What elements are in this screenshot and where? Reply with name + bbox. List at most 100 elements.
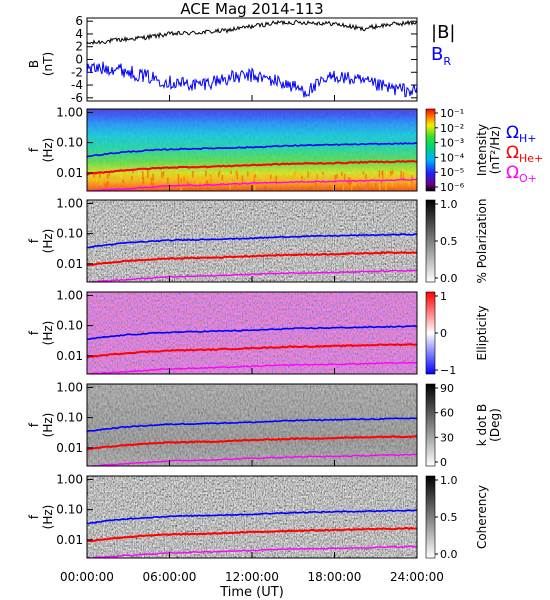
spectral-streak: [282, 175, 284, 180]
gyro-line-h: [87, 509, 417, 525]
spectral-streak: [294, 172, 297, 179]
spectral-streak: [122, 179, 124, 184]
spectral-streak: [183, 176, 185, 182]
spectral-streak: [375, 182, 377, 188]
x-tick-label: 00:00:00: [60, 570, 114, 584]
spectral-streak: [205, 170, 207, 177]
spectral-streak: [132, 169, 134, 174]
spectral-streak: [333, 184, 335, 191]
spectral-streak: [343, 173, 346, 181]
gyro-line-he: [87, 251, 417, 267]
colorbar-tick-label: 1.0: [440, 474, 458, 487]
spectral-streak: [230, 170, 232, 174]
spectral-streak: [95, 177, 97, 183]
gyrofrequency-legend: ΩH+ ΩHe+ ΩO+: [506, 123, 543, 185]
spectral-streak: [310, 186, 312, 191]
spectral-streak: [180, 185, 182, 191]
spectral-streak: [342, 185, 345, 191]
spectral-streak: [224, 176, 226, 186]
colorbar-unit: (Deg): [488, 408, 502, 442]
spectral-streak: [334, 174, 336, 183]
legend-omega-o-symbol: Ω: [506, 163, 519, 183]
spectral-streak: [381, 171, 383, 175]
spectral-streak: [147, 170, 149, 179]
spectral-streak: [106, 174, 109, 179]
spectral-streak: [142, 171, 144, 180]
spectral-streak: [147, 178, 149, 184]
spectral-streak: [275, 171, 277, 178]
spectral-streak: [234, 184, 237, 189]
time-axis: 00:00:00 06:00:00 12:00:00 18:00:00 24:00:00: [60, 95, 444, 584]
spectral-streak: [400, 170, 402, 180]
spectral-streak: [241, 175, 244, 184]
gyro-line-o: [87, 453, 417, 466]
freq-yunit: (Hz): [41, 413, 55, 438]
colorbar-label: k dot B: [475, 404, 489, 446]
spectral-streak: [181, 171, 184, 179]
freq-tick-label: 1.00: [56, 288, 83, 302]
spectral-panels: 1.000.100.01f (Hz)10⁻¹10⁻²10⁻³10⁻⁴10⁻⁵10⁻…: [27, 105, 502, 561]
spectral-streak: [253, 185, 256, 191]
spectral-streak: [209, 175, 211, 183]
freq-ylabel: f: [27, 238, 41, 243]
spectral-streak: [95, 172, 97, 182]
spectral-streak: [391, 179, 394, 188]
spectral-streak: [316, 173, 318, 177]
colorbar-kdotb: [425, 383, 436, 467]
spectral-streak: [171, 172, 174, 181]
panel-coherency-plot: [87, 476, 417, 558]
panel-ellipticity-plot: [87, 292, 417, 374]
spectral-streak: [99, 173, 101, 178]
freq-tick-label: 0.01: [56, 533, 83, 547]
spectral-streak: [168, 173, 171, 178]
spectral-streak: [264, 186, 267, 191]
spectral-streak: [186, 177, 189, 187]
spectral-streak: [307, 171, 309, 178]
b-magnitude-line: [86, 19, 418, 46]
mag-ytick-label: 6: [75, 14, 83, 28]
spectral-streak: [134, 176, 137, 180]
freq-tick-label: 0.01: [56, 349, 83, 363]
mag-ytick-label: 4: [75, 27, 83, 41]
spectral-streak: [188, 182, 190, 190]
colorbar-tick-label: 30: [440, 431, 454, 444]
spectral-streak: [390, 171, 392, 176]
legend-br-sub: R: [443, 55, 451, 68]
spectral-streak: [162, 171, 165, 177]
freq-ylabel: f: [27, 330, 41, 335]
panel-coherency-texture: [87, 476, 417, 558]
spectral-streak: [358, 174, 360, 181]
colorbar-tick-label: 0: [440, 456, 447, 469]
spectral-streak: [275, 175, 277, 185]
spectral-streak: [93, 172, 95, 178]
legend-omega-he-symbol: Ω: [506, 143, 519, 163]
colorbar-label: Ellipticity: [475, 306, 489, 361]
colorbar-tick-label: 1.0: [440, 198, 458, 211]
gyro-line-o: [87, 545, 417, 558]
colorbar-tick-label: −1: [440, 364, 456, 377]
spectral-streak: [299, 172, 302, 176]
spectral-streak: [387, 170, 390, 179]
freq-yunit: (Hz): [41, 505, 55, 530]
spectral-streak: [378, 183, 381, 191]
freq-yunit: (Hz): [41, 321, 55, 346]
gyro-line-h: [87, 324, 417, 341]
spectral-streak: [291, 172, 294, 179]
legend-omega-o: ΩO+: [506, 163, 537, 185]
spectral-streak: [106, 181, 108, 190]
spectral-streak: [107, 180, 109, 186]
mag-lines: [86, 19, 418, 98]
figure-title: ACE Mag 2014-113: [180, 0, 323, 18]
spectral-streak: [393, 171, 395, 179]
spectral-streak: [236, 170, 238, 176]
legend-omega-h-sub: H+: [519, 132, 537, 145]
spectral-streak: [180, 174, 183, 179]
freq-tick-label: 0.01: [56, 441, 83, 455]
freq-tick-label: 0.01: [56, 257, 83, 271]
colorbar-tick-label: 0.0: [440, 272, 458, 285]
spectral-streak: [164, 186, 166, 190]
spectral-streak: [197, 176, 200, 185]
spectral-streak: [150, 177, 153, 185]
